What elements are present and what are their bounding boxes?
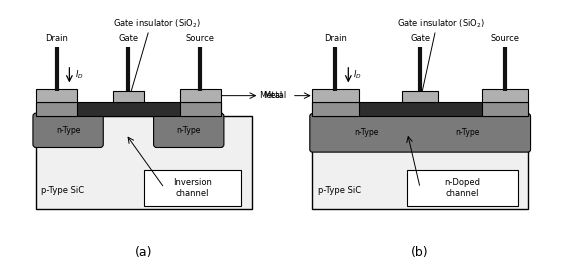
Text: Drain: Drain bbox=[324, 34, 347, 43]
Bar bbox=[312, 89, 359, 102]
Text: Gate insulator (SiO$_2$): Gate insulator (SiO$_2$) bbox=[113, 18, 201, 30]
Bar bbox=[113, 90, 144, 102]
Text: $I_D$: $I_D$ bbox=[354, 69, 362, 81]
Bar bbox=[180, 89, 221, 102]
Text: Source: Source bbox=[490, 34, 519, 43]
FancyBboxPatch shape bbox=[310, 114, 531, 152]
Text: n-Type: n-Type bbox=[56, 126, 80, 135]
Text: n-Type: n-Type bbox=[455, 128, 480, 137]
Text: p-Type SiC: p-Type SiC bbox=[318, 186, 360, 195]
Bar bbox=[36, 116, 252, 209]
Text: Drain: Drain bbox=[45, 34, 68, 43]
Text: Inversion
channel: Inversion channel bbox=[173, 178, 212, 198]
Text: $I_D$: $I_D$ bbox=[74, 69, 83, 81]
FancyBboxPatch shape bbox=[33, 113, 103, 148]
Bar bbox=[180, 102, 221, 116]
Bar bbox=[407, 170, 518, 206]
Text: p-Type SiC: p-Type SiC bbox=[41, 186, 84, 195]
Text: Source: Source bbox=[186, 34, 215, 43]
Text: Metal: Metal bbox=[263, 91, 287, 100]
Text: Gate: Gate bbox=[410, 34, 430, 43]
Text: Gate: Gate bbox=[118, 34, 139, 43]
Bar bbox=[312, 102, 528, 116]
Bar bbox=[36, 102, 221, 116]
Text: (a): (a) bbox=[135, 246, 153, 259]
Text: (b): (b) bbox=[411, 246, 429, 259]
Bar bbox=[402, 90, 438, 102]
Text: n-Type: n-Type bbox=[354, 128, 378, 137]
Bar bbox=[36, 89, 77, 102]
FancyBboxPatch shape bbox=[153, 113, 224, 148]
Text: n-Doped
channel: n-Doped channel bbox=[444, 178, 481, 198]
Bar bbox=[312, 102, 359, 116]
Text: Gate insulator (SiO$_2$): Gate insulator (SiO$_2$) bbox=[396, 18, 485, 30]
Bar bbox=[482, 102, 528, 116]
Text: Metal: Metal bbox=[259, 91, 283, 100]
Text: n-Type: n-Type bbox=[177, 126, 201, 135]
Bar bbox=[144, 170, 241, 206]
Bar bbox=[482, 89, 528, 102]
Bar bbox=[36, 102, 77, 116]
Bar bbox=[312, 116, 528, 209]
